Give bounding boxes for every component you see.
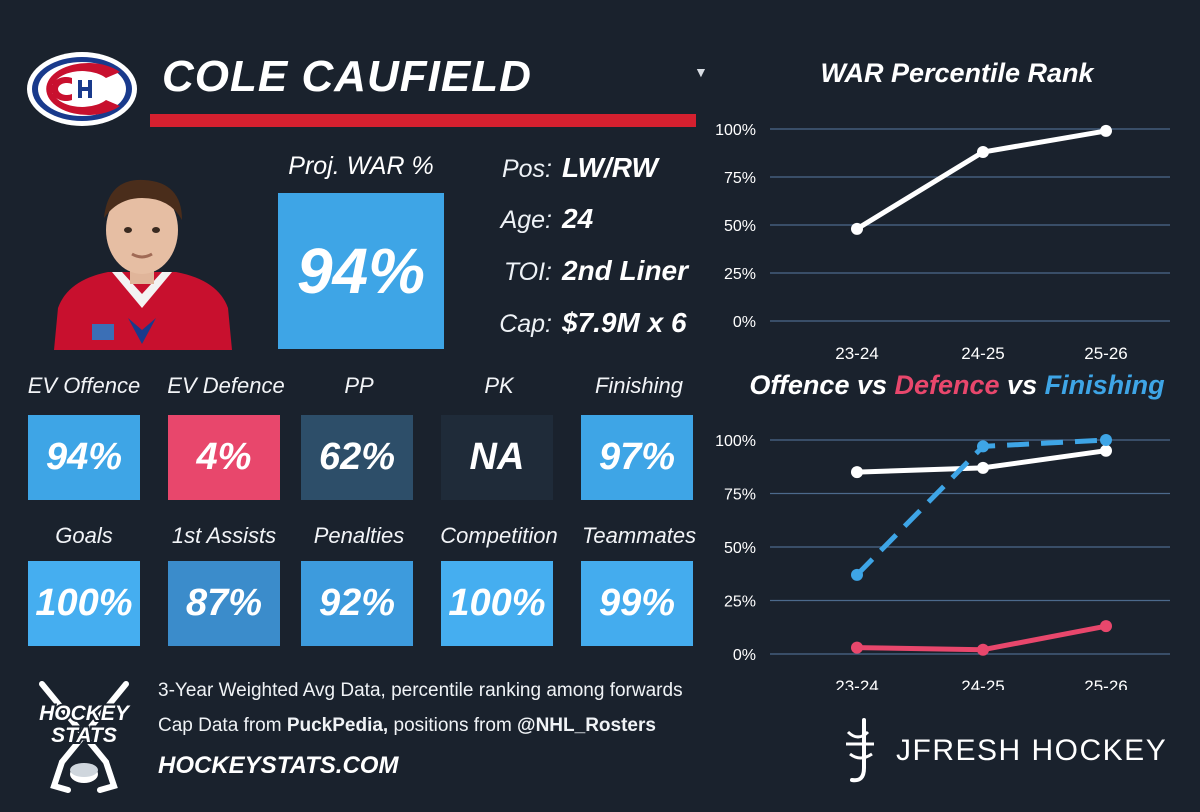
data-point-offence: [851, 466, 863, 479]
stat-tile-competition: 100%: [441, 561, 553, 646]
y-tick-label: 25%: [724, 266, 756, 283]
data-point-offence: [977, 461, 989, 474]
footer-note-2: Cap Data from PuckPedia, positions from …: [158, 715, 656, 737]
x-tick-label: 24-25: [961, 677, 1004, 690]
stat-tile-goals: 100%: [28, 561, 140, 646]
player-name: COLE CAUFIELD: [162, 52, 532, 101]
stat-tile-teammates: 99%: [581, 561, 693, 646]
stat-label-pk: PK: [484, 373, 514, 398]
player-headshot-icon: [54, 179, 232, 350]
age-label: Age:: [500, 206, 552, 234]
title-offence: Offence vs: [749, 370, 895, 400]
x-tick-label: 25-26: [1084, 344, 1127, 360]
toi-label: TOI:: [503, 258, 552, 286]
toi-value: 2nd Liner: [562, 255, 689, 286]
data-point-finishing: [1100, 434, 1112, 446]
team-logo-icon: [27, 52, 137, 126]
jfresh-hockey-brand: JFRESH HOCKEY: [896, 734, 1168, 767]
data-point-defence: [851, 641, 863, 654]
x-tick-label: 23-24: [835, 344, 878, 360]
data-point-finishing: [851, 568, 863, 581]
chart-title-war: WAR Percentile Rank: [820, 58, 1094, 88]
note2-mid: positions from: [388, 715, 518, 736]
title-defence: Defence: [894, 370, 1000, 400]
stat-label-ev-defence: EV Defence: [167, 373, 285, 398]
nhl-rosters-link[interactable]: @NHL_Rosters: [517, 715, 656, 736]
chart-title-comparison: Offence vs Defence vs Finishing: [714, 370, 1200, 401]
y-tick-label: 75%: [724, 487, 756, 504]
puckpedia-link[interactable]: PuckPedia,: [286, 715, 389, 736]
chevron-down-icon[interactable]: ▼: [694, 64, 708, 80]
y-tick-label: 50%: [724, 540, 756, 557]
data-point-war: [851, 222, 863, 235]
svg-text:STATS: STATS: [51, 724, 117, 747]
stat-tile-finishing: 97%: [581, 415, 693, 500]
x-tick-label: 25-26: [1084, 677, 1127, 690]
age-value: 24: [562, 203, 594, 234]
site-url[interactable]: HOCKEYSTATS.COM: [158, 752, 399, 779]
y-tick-label: 25%: [724, 594, 756, 611]
footer-note-1: 3-Year Weighted Avg Data, percentile ran…: [158, 680, 683, 701]
data-point-finishing: [977, 440, 989, 453]
stat-tile-penalties: 92%: [301, 561, 413, 646]
y-tick-label: 0%: [733, 314, 756, 331]
stat-label-pp: PP: [344, 373, 374, 398]
svg-text:HOCKEY: HOCKEY: [39, 702, 131, 725]
data-point-offence: [1100, 444, 1112, 457]
x-tick-label: 24-25: [961, 344, 1004, 360]
pos-value: LW/RW: [562, 152, 658, 183]
stat-tile-ev-defence: 4%: [168, 415, 280, 500]
stat-tile-pp: 62%: [301, 415, 413, 500]
stat-label-competition: Competition: [440, 523, 558, 548]
x-tick-label: 23-24: [835, 677, 878, 690]
stat-label-penalties: Penalties: [313, 523, 405, 548]
data-point-defence: [977, 643, 989, 656]
title-finishing: Finishing: [1044, 370, 1165, 400]
stat-tile-ev-offence: 94%: [28, 415, 140, 500]
data-point-war: [977, 146, 989, 159]
y-tick-label: 0%: [733, 647, 756, 664]
jfresh-logo-icon: [846, 718, 874, 783]
stat-tile-pk: NA: [441, 415, 553, 500]
cap-value: $7.9M x 6: [562, 307, 687, 338]
hockeystats-logo-icon: HOCKEY STATS: [37, 681, 133, 793]
data-point-war: [1100, 124, 1112, 137]
proj-war-value: 94%: [278, 193, 444, 349]
war-percentile-chart: 0% 25% 50% 75% 100% 23-24 24-25 25-26: [715, 122, 1170, 360]
y-tick-label: 50%: [724, 218, 756, 235]
y-tick-label: 100%: [715, 122, 756, 139]
pos-label: Pos:: [501, 155, 552, 183]
series-line-finishing: [855, 437, 1107, 577]
data-point-defence: [1100, 620, 1112, 633]
stat-label-1st-assists: 1st Assists: [171, 523, 277, 548]
proj-war-label: Proj. WAR %: [288, 152, 434, 180]
stat-label-finishing: Finishing: [594, 373, 684, 398]
stat-tile-1st-assists: 87%: [168, 561, 280, 646]
stat-label-goals: Goals: [55, 523, 113, 548]
note2-prefix: Cap Data from: [158, 715, 287, 736]
cap-label: Cap:: [499, 310, 552, 338]
stat-label-teammates: Teammates: [581, 523, 697, 548]
y-tick-label: 100%: [715, 433, 756, 450]
y-tick-label: 75%: [724, 170, 756, 187]
offence-defence-finishing-chart: 0% 25% 50% 75% 100% 23-24 24-25 25-26: [715, 433, 1170, 690]
name-underline: [150, 114, 696, 127]
series-line-war: [855, 128, 1107, 231]
stat-label-ev-offence: EV Offence: [27, 373, 141, 398]
title-vs: vs: [999, 370, 1045, 400]
